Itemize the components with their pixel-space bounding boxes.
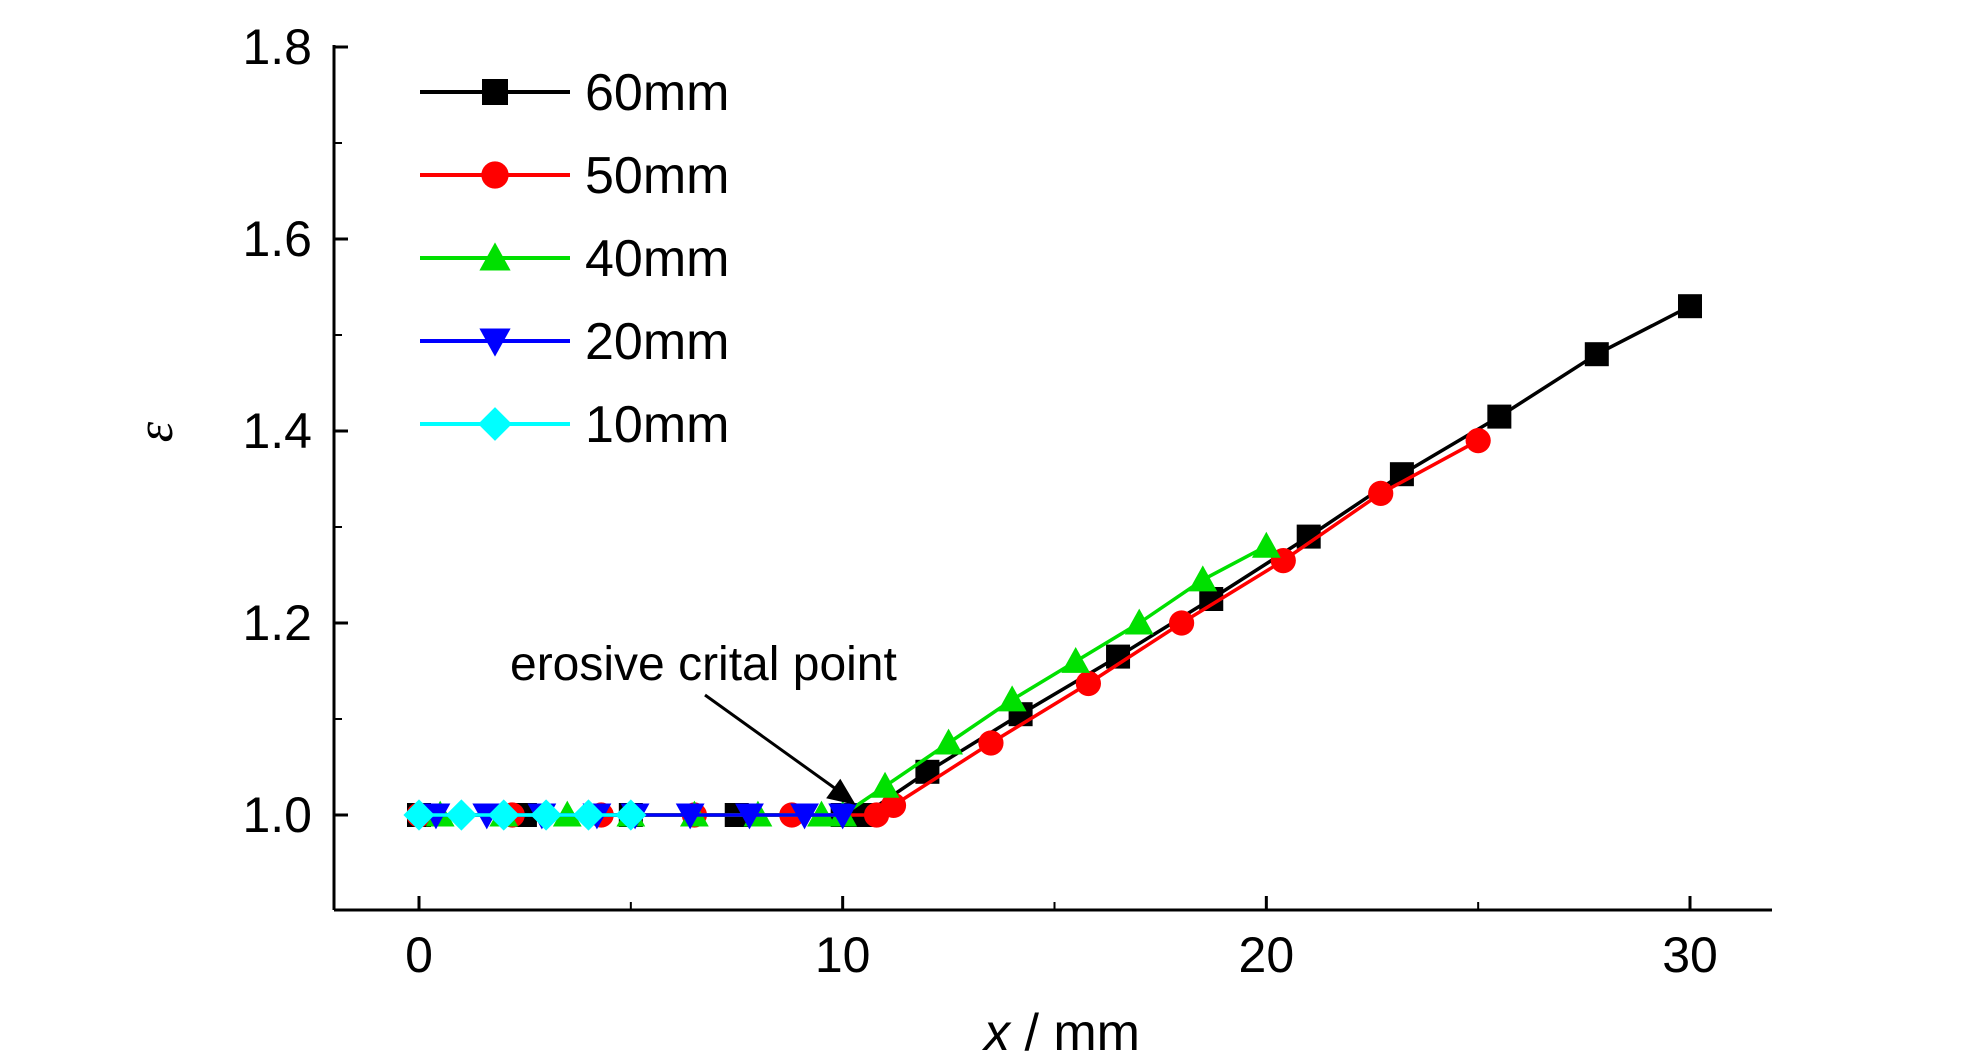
legend-marker (478, 407, 512, 441)
y-tick-label: 1.6 (242, 211, 312, 267)
x-axis-title-unit: / mm (1010, 1004, 1140, 1062)
series-60mm (407, 294, 1702, 827)
axes: 1.0 1.2 1.4 1.6 1.8 0 10 20 30 (242, 19, 1772, 983)
legend-label: 60mm (585, 64, 729, 122)
legend-label: 20mm (585, 313, 729, 371)
legend-marker (482, 79, 508, 105)
data-point (572, 799, 605, 831)
data-point (934, 728, 963, 755)
data-point (1124, 608, 1154, 635)
data-point (880, 792, 907, 819)
axis-titles: x / mm ε (127, 421, 1140, 1062)
data-point (1075, 670, 1101, 697)
y-tick-label: 1.0 (242, 787, 312, 843)
data-point (530, 799, 562, 831)
data-point (1251, 531, 1281, 558)
data-point (828, 803, 858, 830)
data-point (790, 803, 819, 830)
data-point (675, 803, 705, 830)
annotation-text: erosive crital point (510, 638, 897, 691)
data-point (1169, 610, 1195, 636)
y-tick-label: 1.8 (242, 19, 312, 75)
data-point (1368, 480, 1394, 506)
x-tick-label: 20 (1239, 927, 1295, 983)
legend-marker (479, 328, 511, 357)
x-axis-title: x / mm (981, 1004, 1140, 1062)
legend-label: 50mm (585, 147, 729, 205)
x-tick-label: 0 (405, 927, 433, 983)
legend: 60mm 50mm 40mm 20mm 10mm (420, 64, 729, 454)
y-tick-label: 1.2 (242, 595, 312, 651)
data-point (488, 799, 520, 831)
data-point (997, 685, 1027, 712)
series-layer (403, 294, 1702, 831)
x-tick-label: 30 (1662, 927, 1718, 983)
data-point (870, 771, 900, 798)
series-line (419, 304, 1691, 817)
data-point (403, 799, 435, 831)
x-tick-label: 10 (815, 927, 871, 983)
annotation-arrow-head (826, 778, 856, 805)
y-tick-label: 1.4 (242, 403, 312, 459)
legend-item: 20mm (420, 313, 729, 371)
legend-label: 10mm (585, 396, 729, 454)
legend-item: 60mm (420, 64, 729, 122)
data-point (1487, 404, 1512, 429)
data-point (1678, 294, 1702, 319)
data-point (445, 799, 477, 831)
legend-label: 40mm (585, 230, 729, 288)
data-point (1465, 428, 1491, 454)
legend-item: 40mm (420, 230, 729, 288)
annotation: erosive crital point (510, 638, 897, 805)
data-point (1188, 565, 1218, 592)
x-axis-title-var: x (981, 1004, 1012, 1062)
data-point (615, 799, 647, 831)
legend-item: 10mm (420, 396, 729, 454)
series-10mm (403, 799, 647, 831)
data-point (1061, 647, 1091, 673)
legend-marker (479, 242, 511, 271)
legend-marker (481, 161, 509, 189)
data-point (978, 730, 1004, 756)
annotation-arrow-line (704, 693, 851, 801)
series-50mm (406, 428, 1491, 828)
data-point (1584, 342, 1609, 367)
y-axis-title: ε (127, 421, 184, 442)
legend-item: 50mm (420, 147, 729, 205)
data-point (735, 803, 764, 830)
